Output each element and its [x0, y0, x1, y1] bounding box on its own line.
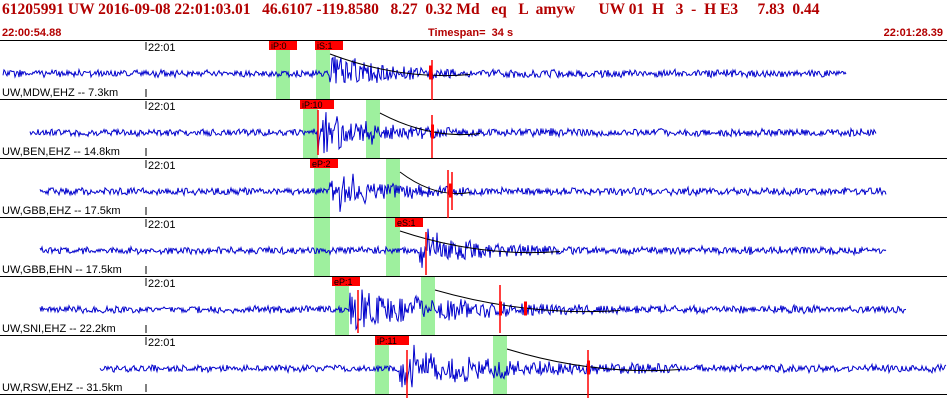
phase-window: [335, 277, 349, 335]
channel-label: UW,GBB,EHZ -- 17.5km: [2, 205, 121, 217]
amplitude-marker: [431, 124, 434, 139]
phase-window: [493, 336, 507, 394]
pick-flag[interactable]: [269, 41, 297, 50]
time-tick-label: 22:01: [148, 337, 176, 349]
channel-row[interactable]: 22:01 eP:2 UW,GBB,EHZ -- 17.5km: [0, 159, 947, 218]
phase-window: [303, 100, 318, 158]
waveform-trace: [99, 344, 947, 388]
time-tick-label: 22:01: [148, 160, 176, 172]
phase-window: [366, 100, 380, 158]
window-start-time: 22:00:54.88: [2, 27, 62, 39]
coda-envelope: [506, 348, 681, 372]
waveform-trace: [39, 289, 907, 331]
event-header: 61205991 UW 2016-09-08 22:01:03.01 46.61…: [0, 0, 947, 39]
window-end-time: 22:01:28.39: [883, 27, 943, 39]
waveform-trace: [29, 112, 877, 154]
channel-label: UW,RSW,EHZ -- 31.5km: [2, 382, 122, 394]
phase-window: [421, 277, 435, 335]
time-tick-label: 22:01: [148, 42, 176, 54]
coda-envelope: [399, 230, 561, 254]
channel-row[interactable]: 22:01 iP:11 UW,RSW,EHZ -- 31.5km: [0, 336, 947, 398]
pick-flag[interactable]: [332, 277, 360, 286]
channel-row[interactable]: 22:01 eS:1 UW,GBB,EHN -- 17.5km: [0, 218, 947, 277]
channel-label: UW,MDW,EHZ -- 7.3km: [2, 87, 118, 99]
pick-flag-label: iP:11: [377, 336, 397, 346]
pick-flag[interactable]: [310, 159, 338, 168]
pick-flag-label: iP:0: [271, 41, 287, 51]
phase-window: [314, 218, 330, 276]
pick-flag-label: iP:10: [302, 100, 323, 110]
coda-envelope: [434, 289, 621, 313]
coda-envelope: [399, 171, 471, 195]
pick-flag[interactable]: [375, 336, 409, 345]
waveform-trace: [39, 228, 887, 268]
channel-label: UW,BEN,EHZ -- 14.8km: [2, 146, 120, 158]
amplitude-marker: [587, 360, 590, 375]
amplitude-marker: [524, 301, 527, 316]
event-summary-title: 61205991 UW 2016-09-08 22:01:03.01 46.61…: [2, 1, 820, 18]
pick-flag[interactable]: [300, 100, 334, 109]
coda-envelope: [379, 112, 481, 136]
time-tick-label: 22:01: [148, 101, 176, 113]
channel-row[interactable]: 22:01 iP:10 UW,BEN,EHZ -- 14.8km: [0, 100, 947, 159]
timespan-label: Timespan= 34 s: [428, 27, 514, 39]
pick-flag[interactable]: [315, 41, 343, 50]
channel-row[interactable]: 22:01 eP:1 UW,SNI,EHZ -- 22.2km: [0, 277, 947, 336]
channel-label: UW,SNI,EHZ -- 22.2km: [2, 323, 116, 335]
coda-envelope: [329, 53, 471, 77]
pick-flag-label: iS:1: [317, 41, 333, 51]
phase-window: [314, 159, 330, 217]
waveform-trace: [39, 173, 887, 212]
pick-flag[interactable]: [395, 218, 423, 227]
amplitude-marker: [499, 301, 502, 316]
phase-window: [375, 336, 389, 394]
pick-flag-label: eS:1: [397, 218, 416, 228]
amplitude-marker: [449, 183, 452, 198]
channel-label: UW,GBB,EHN -- 17.5km: [2, 264, 122, 276]
pick-flag-label: eP:1: [334, 277, 353, 287]
time-tick-label: 22:01: [148, 278, 176, 290]
pick-flag-label: eP:2: [312, 159, 331, 169]
phase-window: [276, 41, 290, 99]
amplitude-marker: [429, 65, 432, 80]
phase-window: [386, 218, 400, 276]
phase-window: [386, 159, 400, 217]
channel-row[interactable]: 22:01 iP:0 iS:1 UW,MDW,EHZ -- 7.3km: [0, 41, 947, 100]
waveform-trace: [2, 56, 847, 84]
time-tick-label: 22:01: [148, 219, 176, 231]
phase-window: [316, 41, 330, 99]
